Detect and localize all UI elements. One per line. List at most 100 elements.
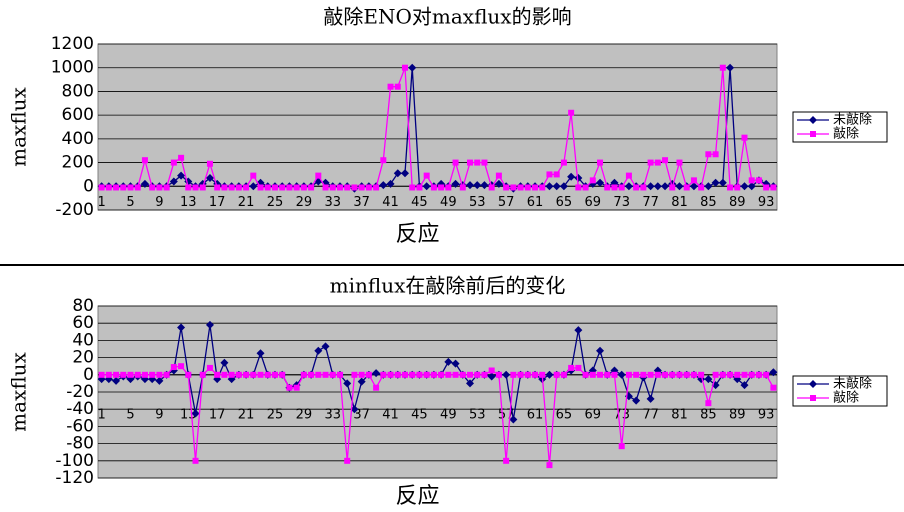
marker [740,381,749,390]
marker [662,157,669,164]
marker [676,371,683,378]
marker [633,371,640,378]
marker [467,371,474,378]
x-tick-label: 29 [296,407,313,422]
marker [149,371,156,378]
marker [286,184,293,191]
marker [618,443,625,450]
x-tick-label: 69 [585,195,602,210]
marker [409,184,416,191]
marker [192,457,199,464]
x-tick-label: 57 [498,195,515,210]
marker [698,184,705,191]
marker [611,371,618,378]
marker [719,64,726,71]
x-tick-label: 17 [209,407,226,422]
marker [546,462,553,469]
marker [618,184,625,191]
marker [169,177,178,186]
marker [141,371,148,378]
y-tick-label: 40 [72,330,94,350]
marker [810,131,816,137]
marker [809,116,817,124]
marker [617,370,626,379]
marker [459,371,466,378]
y-tick-label: 200 [62,153,94,173]
x-tick-label: 29 [296,195,313,210]
marker [488,184,495,191]
marker [134,184,141,191]
y-tick-label: -120 [55,468,94,488]
marker [481,371,488,378]
x-tick-label: 33 [324,407,341,422]
marker [401,64,408,71]
x-tick-label: 1 [97,195,105,210]
marker [205,320,214,329]
marker [748,177,755,184]
x-tick-label: 5 [126,407,134,422]
marker [221,184,228,191]
marker [503,457,510,464]
marker [387,371,394,378]
marker [358,184,365,191]
marker [726,63,735,72]
marker [445,371,452,378]
marker [741,134,748,141]
marker [293,384,300,391]
marker [127,184,134,191]
marker [734,371,741,378]
marker [661,182,670,191]
marker [386,179,395,188]
marker [365,184,372,191]
marker [646,394,655,403]
marker [400,169,409,178]
marker [279,184,286,191]
marker [293,184,300,191]
marker [763,371,770,378]
marker [473,181,482,190]
x-tick-label: 89 [729,195,746,210]
chart-title: 敲除ENO对maxflux的影响 [323,5,571,29]
marker [286,384,293,391]
marker [546,171,553,178]
y-tick-label: -40 [66,399,94,419]
marker [343,379,352,388]
marker [466,181,475,190]
marker [604,371,611,378]
marker [344,184,351,191]
legend-label: 未敲除 [833,376,872,392]
marker [155,376,164,385]
marker [552,182,561,191]
marker [690,177,697,184]
marker [170,159,177,166]
marker [409,371,416,378]
x-tick-label: 61 [527,195,544,210]
marker [423,371,430,378]
marker [632,396,641,405]
marker [727,184,734,191]
marker [675,182,684,191]
y-tick-label: 400 [62,129,94,149]
marker [502,370,511,379]
marker [249,182,258,191]
marker [380,371,387,378]
y-axis-label: maxflux [7,351,31,431]
marker [214,371,221,378]
marker [140,179,149,188]
marker [633,184,640,191]
x-tick-label: 73 [613,407,630,422]
marker [539,371,546,378]
marker [574,326,583,335]
marker [235,184,242,191]
x-tick-label: 49 [440,407,457,422]
marker [769,368,778,377]
marker [683,184,690,191]
marker [105,371,112,378]
y-tick-label: 60 [72,313,94,333]
marker [654,159,661,166]
marker [640,184,647,191]
marker [163,371,170,378]
marker [510,184,517,191]
marker [474,371,481,378]
marker [113,184,120,191]
